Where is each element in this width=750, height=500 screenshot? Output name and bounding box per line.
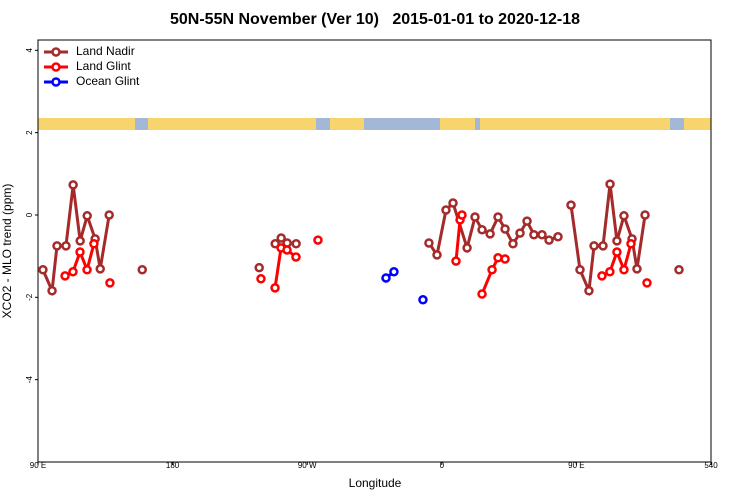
- data-point: [612, 236, 622, 246]
- data-point: [68, 267, 78, 277]
- data-point: [589, 241, 599, 251]
- data-point: [418, 295, 428, 305]
- data-point: [82, 264, 92, 275]
- plot-frame: [37, 39, 712, 463]
- data-point: [95, 264, 105, 274]
- land: [330, 118, 364, 130]
- data-point: [424, 238, 434, 248]
- data-point: [566, 200, 576, 210]
- data-point: [508, 239, 518, 249]
- data-point: [291, 252, 301, 262]
- data-point: [584, 285, 594, 296]
- data-point: [457, 210, 467, 220]
- data-point: [537, 229, 547, 240]
- land: [148, 118, 316, 130]
- data-point: [619, 211, 629, 221]
- data-point: [619, 264, 629, 275]
- legend-marker: [51, 47, 61, 57]
- data-point: [256, 274, 266, 284]
- data-point: [38, 264, 48, 275]
- y-tick-label: 2: [25, 130, 34, 135]
- data-point: [47, 285, 57, 296]
- data-point: [640, 210, 650, 220]
- legend-label: Land Glint: [76, 59, 131, 73]
- data-point: [270, 283, 280, 293]
- data-point: [282, 245, 292, 255]
- land: [38, 118, 135, 130]
- data-point: [553, 232, 563, 242]
- legend-label: Land Nadir: [76, 44, 135, 58]
- land: [684, 118, 711, 130]
- data-point: [515, 228, 525, 238]
- data-point: [462, 243, 472, 253]
- data-point: [500, 224, 510, 234]
- data-point: [500, 254, 510, 264]
- data-point: [632, 264, 642, 274]
- data-point: [485, 229, 495, 239]
- data-point: [493, 212, 503, 222]
- data-point: [105, 278, 115, 288]
- map-strip: [38, 118, 711, 130]
- data-point: [487, 264, 497, 275]
- data-point: [75, 247, 85, 257]
- data-point: [626, 239, 636, 249]
- chart-title: 50N-55N November (Ver 10) 2015-01-01 to …: [170, 11, 580, 28]
- data-point: [477, 225, 487, 235]
- x-tick-label: 0: [440, 461, 445, 470]
- legend-label: Ocean Glint: [76, 74, 140, 88]
- x-tick-label: 90 E: [30, 461, 46, 470]
- series-line: [480, 256, 506, 295]
- data-point: [451, 256, 461, 266]
- data-point: [291, 239, 301, 249]
- data-point: [61, 241, 71, 251]
- data-point: [612, 247, 622, 257]
- x-tick-label: 540: [704, 461, 718, 470]
- data-point: [598, 241, 608, 251]
- data-point: [605, 179, 615, 189]
- data-point: [75, 236, 85, 246]
- land: [480, 118, 670, 130]
- y-axis-label: XCO2 - MLO trend (ppm): [0, 184, 14, 319]
- data-point: [674, 264, 684, 275]
- data-point: [254, 262, 264, 273]
- x-tick-label: 90 E: [568, 461, 584, 470]
- data-point: [448, 198, 458, 208]
- land: [440, 118, 475, 130]
- x-axis-label: Longitude: [349, 476, 402, 490]
- legend-marker: [51, 62, 61, 72]
- data-point: [544, 235, 554, 245]
- data-point: [89, 239, 99, 249]
- data-point: [381, 273, 391, 283]
- data-point: [642, 278, 652, 288]
- data-point: [52, 241, 62, 251]
- data-point: [104, 210, 114, 220]
- data-point: [597, 271, 607, 281]
- data-point: [313, 235, 323, 245]
- data-point: [82, 211, 92, 221]
- x-tick-label: 180: [166, 461, 180, 470]
- y-tick-label: -4: [25, 376, 34, 384]
- legend-marker: [51, 77, 61, 87]
- y-tick-label: -2: [25, 293, 34, 301]
- data-point: [389, 267, 399, 277]
- data-point: [441, 205, 451, 215]
- data-point: [605, 267, 615, 277]
- y-tick-label: 0: [25, 212, 34, 217]
- data-point: [470, 212, 480, 222]
- data-point: [137, 264, 147, 275]
- data-point: [575, 264, 585, 275]
- data-point: [529, 229, 539, 240]
- data-point: [60, 271, 70, 281]
- data-point: [477, 289, 487, 299]
- data-point: [522, 216, 532, 226]
- data-point: [68, 180, 78, 190]
- data-point: [276, 233, 286, 243]
- data-point: [432, 250, 442, 260]
- y-tick-label: 4: [25, 48, 34, 53]
- series-line: [41, 184, 111, 297]
- x-tick-label: 90 W: [298, 461, 317, 470]
